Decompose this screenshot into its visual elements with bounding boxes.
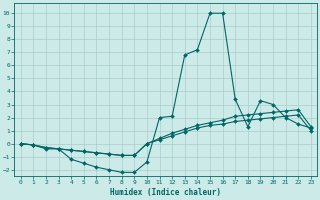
X-axis label: Humidex (Indice chaleur): Humidex (Indice chaleur) <box>110 188 221 197</box>
